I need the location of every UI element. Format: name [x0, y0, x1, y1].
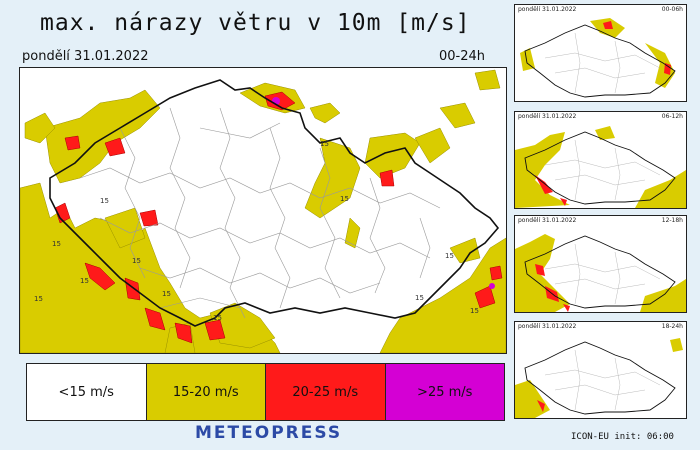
value-label: 15 — [132, 257, 141, 265]
panel-map — [515, 338, 683, 418]
panel-date: pondělí 31.01.2022 — [518, 6, 577, 13]
value-label: 15 — [470, 307, 479, 315]
main-map: 15 15 15 15 15 15 15 15 15 15 15 15 — [19, 67, 507, 354]
value-label: 15 — [213, 314, 222, 322]
legend-item-3: >25 m/s — [385, 364, 504, 420]
panel-range: 06-12h — [661, 113, 683, 120]
panel-12-18: pondělí 31.01.2022 12-18h — [514, 215, 687, 313]
panel-06-12: pondělí 31.01.2022 06-12h — [514, 111, 687, 209]
legend: <15 m/s 15-20 m/s 20-25 m/s >25 m/s — [26, 363, 505, 421]
zone-15-20 — [19, 69, 507, 354]
panel-range: 00-06h — [661, 6, 683, 13]
forecast-range: 00-24h — [439, 49, 486, 64]
value-label: 15 — [100, 197, 109, 205]
model-info: ICON-EU init: 06:00 — [571, 432, 674, 442]
value-label: 15 — [34, 295, 43, 303]
legend-label: 20-25 m/s — [292, 384, 359, 400]
legend-label: <15 m/s — [58, 384, 114, 400]
map-title: max. nárazy větru v 10m [m/s] — [40, 10, 471, 36]
district-borders — [79, 107, 441, 319]
legend-label: 15-20 m/s — [172, 384, 239, 400]
panel-00-06: pondělí 31.01.2022 00-06h — [514, 4, 687, 102]
czech-republic-map: 15 15 15 15 15 15 15 15 15 15 15 15 — [19, 69, 507, 354]
value-label: 15 — [320, 140, 329, 148]
value-label: 15 — [445, 252, 454, 260]
value-label: 15 — [415, 294, 424, 302]
panel-range: 18-24h — [661, 323, 683, 330]
legend-item-1: 15-20 m/s — [146, 364, 266, 420]
value-label: 15 — [340, 195, 349, 203]
legend-item-0: <15 m/s — [27, 364, 147, 420]
value-label: 15 — [52, 240, 61, 248]
panel-map — [520, 18, 676, 98]
panel-map — [515, 126, 686, 208]
legend-item-2: 20-25 m/s — [266, 364, 386, 420]
country-border — [49, 79, 500, 327]
value-label: 15 — [162, 290, 171, 298]
panel-date: pondělí 31.01.2022 — [518, 113, 577, 120]
panel-date: pondělí 31.01.2022 — [518, 217, 577, 224]
panel-map — [515, 234, 686, 312]
panel-18-24: pondělí 31.01.2022 18-24h — [514, 321, 687, 419]
value-label: 15 — [80, 277, 89, 285]
brand-logo: METEOPRESS — [195, 423, 343, 443]
legend-label: >25 m/s — [417, 384, 473, 400]
panel-date: pondělí 31.01.2022 — [518, 323, 577, 330]
panel-range: 12-18h — [661, 217, 683, 224]
forecast-date: pondělí 31.01.2022 — [22, 49, 149, 64]
